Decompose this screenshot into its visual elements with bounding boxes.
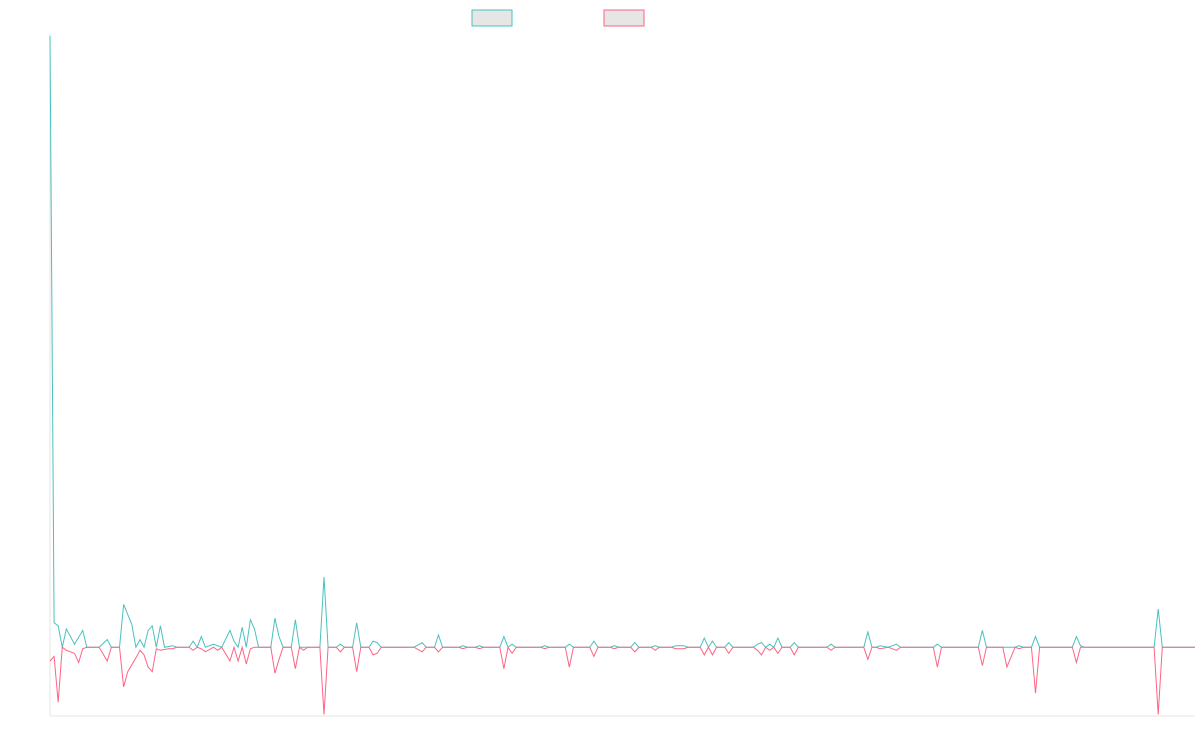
legend-swatch-1[interactable] (471, 9, 513, 27)
series-line-1 (49, 35, 1195, 649)
legend-swatch-2[interactable] (603, 9, 645, 27)
chart-axes (49, 34, 1195, 717)
chart-series (49, 35, 1195, 715)
chart-legend (471, 9, 645, 27)
series-line-2 (49, 645, 1195, 715)
